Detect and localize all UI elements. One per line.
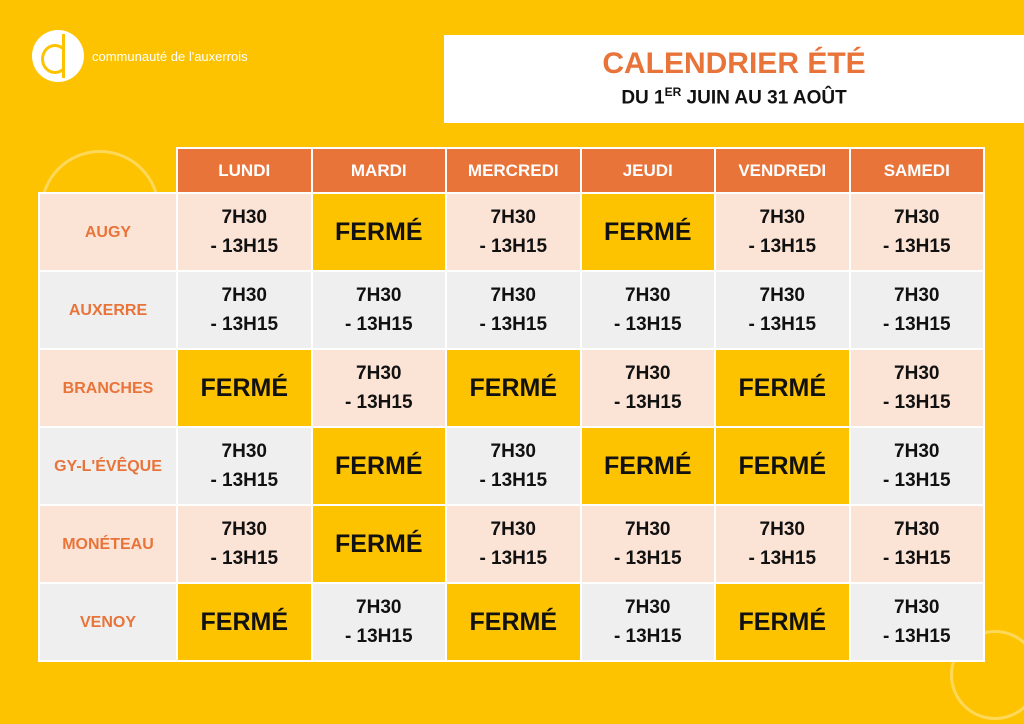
flower-decoration-icon (950, 630, 1024, 720)
closed-cell: FERMÉ (714, 582, 851, 662)
closed-cell: FERMÉ (714, 426, 851, 506)
table-row: AUGY 7H30 - 13H15 FERMÉ 7H30 - 13H15 FERMÉ 7H… (38, 192, 985, 272)
corner-cell (39, 148, 177, 193)
hours-cell: 7H30 - 13H15 (714, 504, 851, 584)
closed-cell: FERMÉ (445, 348, 582, 428)
day-header: JEUDI (579, 147, 716, 194)
subtitle-part: JUIN AU 31 AOÛT (681, 87, 847, 109)
hours-cell: 7H30 - 13H15 (176, 426, 313, 506)
closed-cell: FERMÉ (579, 192, 716, 272)
location-label: VENOY (38, 582, 178, 662)
closed-cell: FERMÉ (714, 348, 851, 428)
hours-cell: 7H30 - 13H15 (445, 192, 582, 272)
subtitle-part: DU 1 (621, 87, 665, 109)
day-header: VENDREDI (714, 147, 851, 194)
closed-cell: FERMÉ (310, 504, 447, 584)
closed-cell: FERMÉ (176, 348, 313, 428)
page-title: CALENDRIER ÉTÉ (602, 47, 866, 80)
table-row: MONÉTEAU 7H30 - 13H15 FERMÉ 7H30 - 13H15 7H3… (38, 504, 985, 584)
day-header: SAMEDI (848, 147, 985, 194)
hours-cell: 7H30 - 13H15 (310, 348, 447, 428)
hours-cell: 7H30 - 13H15 (310, 582, 447, 662)
hours-cell: 7H30 - 13H15 (714, 270, 851, 350)
hours-cell: 7H30 - 13H15 (848, 348, 985, 428)
closed-cell: FERMÉ (579, 426, 716, 506)
location-label: AUXERRE (38, 270, 178, 350)
logo-text: communauté de l'auxerrois (92, 48, 248, 64)
location-label: MONÉTEAU (38, 504, 178, 584)
hours-cell: 7H30 - 13H15 (714, 192, 851, 272)
hours-cell: 7H30 - 13H15 (848, 426, 985, 506)
hours-cell: 7H30 - 13H15 (579, 582, 716, 662)
location-label: AUGY (38, 192, 178, 272)
closed-cell: FERMÉ (310, 426, 447, 506)
hours-cell: 7H30 - 13H15 (579, 348, 716, 428)
page-subtitle: DU 1ER JUIN AU 31 AOÛT (444, 85, 1024, 109)
table-row: VENOY FERMÉ 7H30 - 13H15 FERMÉ 7H30 - 13H15 F… (38, 582, 985, 662)
logo: communauté de l'auxerrois (32, 30, 248, 82)
day-header: MARDI (310, 147, 447, 194)
hours-cell: 7H30 - 13H15 (445, 426, 582, 506)
hours-cell: 7H30 - 13H15 (579, 270, 716, 350)
closed-cell: FERMÉ (176, 582, 313, 662)
hours-cell: 7H30 - 13H15 (848, 270, 985, 350)
day-header: LUNDI (176, 147, 313, 194)
logo-mark-icon (32, 30, 84, 82)
hours-cell: 7H30 - 13H15 (848, 192, 985, 272)
schedule-table: LUNDI MARDI MERCREDI JEUDI VENDREDI SAMEDI AU… (38, 147, 985, 662)
hours-cell: 7H30 - 13H15 (579, 504, 716, 584)
table-row: BRANCHES FERMÉ 7H30 - 13H15 FERMÉ 7H30 - 13H… (38, 348, 985, 428)
hours-cell: 7H30 - 13H15 (176, 504, 313, 584)
location-label: GY-L'ÉVÊQUE (38, 426, 178, 506)
hours-cell: 7H30 - 13H15 (176, 192, 313, 272)
hours-cell: 7H30 - 13H15 (445, 504, 582, 584)
hours-cell: 7H30 - 13H15 (848, 582, 985, 662)
hours-cell: 7H30 - 13H15 (310, 270, 447, 350)
hours-cell: 7H30 - 13H15 (176, 270, 313, 350)
day-header: MERCREDI (445, 147, 582, 194)
closed-cell: FERMÉ (445, 582, 582, 662)
title-box: CALENDRIER ÉTÉ DU 1ER JUIN AU 31 AOÛT (444, 35, 1024, 123)
closed-cell: FERMÉ (310, 192, 447, 272)
hours-cell: 7H30 - 13H15 (848, 504, 985, 584)
table-row: GY-L'ÉVÊQUE 7H30 - 13H15 FERMÉ 7H30 - 13H15… (38, 426, 985, 506)
subtitle-sup: ER (664, 85, 682, 99)
hours-cell: 7H30 - 13H15 (445, 270, 582, 350)
location-label: BRANCHES (38, 348, 178, 428)
table-row: AUXERRE 7H30 - 13H15 7H30 - 13H15 7H30 - 13… (38, 270, 985, 350)
